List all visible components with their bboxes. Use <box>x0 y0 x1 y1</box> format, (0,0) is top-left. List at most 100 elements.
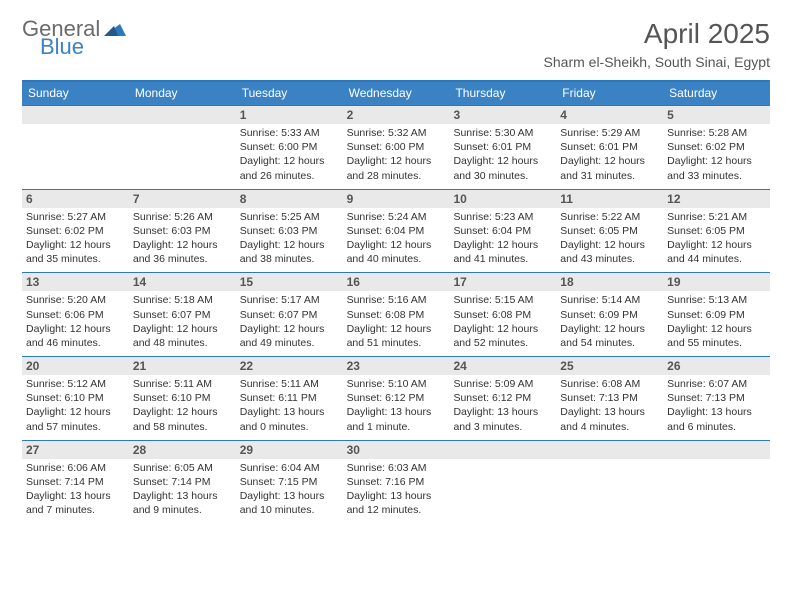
day-info: Sunrise: 5:24 AMSunset: 6:04 PMDaylight:… <box>347 210 446 267</box>
daylight-text: Daylight: 13 hours and 4 minutes. <box>560 405 659 433</box>
day-info: Sunrise: 6:06 AMSunset: 7:14 PMDaylight:… <box>26 461 125 518</box>
calendar-cell: 8Sunrise: 5:25 AMSunset: 6:03 PMDaylight… <box>236 189 343 273</box>
daylight-text: Daylight: 13 hours and 1 minute. <box>347 405 446 433</box>
calendar: SundayMondayTuesdayWednesdayThursdayFrid… <box>22 80 770 523</box>
sunset-text: Sunset: 6:05 PM <box>560 224 659 238</box>
calendar-week: 13Sunrise: 5:20 AMSunset: 6:06 PMDayligh… <box>22 272 770 356</box>
sunrise-text: Sunrise: 5:09 AM <box>453 377 552 391</box>
sunset-text: Sunset: 6:06 PM <box>26 308 125 322</box>
daylight-text: Daylight: 13 hours and 3 minutes. <box>453 405 552 433</box>
day-number: 12 <box>663 189 770 208</box>
day-of-week-header: Saturday <box>663 82 770 105</box>
daylight-text: Daylight: 12 hours and 48 minutes. <box>133 322 232 350</box>
daylight-text: Daylight: 13 hours and 6 minutes. <box>667 405 766 433</box>
day-number: 30 <box>343 440 450 459</box>
logo-text-blue: Blue <box>40 36 84 58</box>
sunset-text: Sunset: 6:09 PM <box>667 308 766 322</box>
daylight-text: Daylight: 12 hours and 28 minutes. <box>347 154 446 182</box>
day-number: 8 <box>236 189 343 208</box>
sunrise-text: Sunrise: 5:20 AM <box>26 293 125 307</box>
sunrise-text: Sunrise: 6:05 AM <box>133 461 232 475</box>
sunrise-text: Sunrise: 5:32 AM <box>347 126 446 140</box>
day-of-week-header: Thursday <box>449 82 556 105</box>
calendar-cell: 10Sunrise: 5:23 AMSunset: 6:04 PMDayligh… <box>449 189 556 273</box>
calendar-cell: 19Sunrise: 5:13 AMSunset: 6:09 PMDayligh… <box>663 272 770 356</box>
calendar-cell: 15Sunrise: 5:17 AMSunset: 6:07 PMDayligh… <box>236 272 343 356</box>
day-number: 13 <box>22 272 129 291</box>
daylight-text: Daylight: 12 hours and 44 minutes. <box>667 238 766 266</box>
sunset-text: Sunset: 6:07 PM <box>133 308 232 322</box>
calendar-cell: 11 Sunrise: 5:22 AMSunset: 6:05 PMDayligh… <box>556 189 663 273</box>
calendar-cell-empty <box>22 105 129 189</box>
day-number: 19 <box>663 272 770 291</box>
day-number: 17 <box>449 272 556 291</box>
daylight-text: Daylight: 12 hours and 46 minutes. <box>26 322 125 350</box>
calendar-cell: 17 Sunrise: 5:15 AMSunset: 6:08 PMDayligh… <box>449 272 556 356</box>
daylight-text: Daylight: 12 hours and 55 minutes. <box>667 322 766 350</box>
sunset-text: Sunset: 6:03 PM <box>133 224 232 238</box>
day-info: Sunrise: 5:22 AMSunset: 6:05 PMDaylight:… <box>560 210 659 267</box>
day-info: Sunrise: 5:10 AMSunset: 6:12 PMDaylight:… <box>347 377 446 434</box>
sunset-text: Sunset: 6:05 PM <box>667 224 766 238</box>
sunrise-text: Sunrise: 6:08 AM <box>560 377 659 391</box>
daylight-text: Daylight: 12 hours and 58 minutes. <box>133 405 232 433</box>
day-number <box>449 440 556 459</box>
calendar-cell: 29Sunrise: 6:04 AMSunset: 7:15 PMDayligh… <box>236 440 343 524</box>
sunset-text: Sunset: 7:15 PM <box>240 475 339 489</box>
day-of-week-header: Monday <box>129 82 236 105</box>
daylight-text: Daylight: 12 hours and 52 minutes. <box>453 322 552 350</box>
day-number: 18 <box>556 272 663 291</box>
day-number: 3 <box>449 105 556 124</box>
sunset-text: Sunset: 6:03 PM <box>240 224 339 238</box>
day-info: Sunrise: 5:11 AMSunset: 6:11 PMDaylight:… <box>240 377 339 434</box>
sunset-text: Sunset: 6:08 PM <box>453 308 552 322</box>
calendar-week: 20Sunrise: 5:12 AMSunset: 6:10 PMDayligh… <box>22 356 770 440</box>
sunrise-text: Sunrise: 5:30 AM <box>453 126 552 140</box>
sunrise-text: Sunrise: 6:06 AM <box>26 461 125 475</box>
sunset-text: Sunset: 6:02 PM <box>667 140 766 154</box>
day-number: 29 <box>236 440 343 459</box>
calendar-cell: 9 Sunrise: 5:24 AMSunset: 6:04 PMDaylight… <box>343 189 450 273</box>
daylight-text: Daylight: 12 hours and 41 minutes. <box>453 238 552 266</box>
day-number: 4 <box>556 105 663 124</box>
day-number <box>129 105 236 124</box>
day-info: Sunrise: 5:11 AMSunset: 6:10 PMDaylight:… <box>133 377 232 434</box>
sunset-text: Sunset: 6:12 PM <box>347 391 446 405</box>
sunset-text: Sunset: 7:14 PM <box>26 475 125 489</box>
calendar-cell: 20Sunrise: 5:12 AMSunset: 6:10 PMDayligh… <box>22 356 129 440</box>
daylight-text: Daylight: 12 hours and 40 minutes. <box>347 238 446 266</box>
sunset-text: Sunset: 6:07 PM <box>240 308 339 322</box>
day-number <box>663 440 770 459</box>
day-info: Sunrise: 5:15 AMSunset: 6:08 PMDaylight:… <box>453 293 552 350</box>
day-number: 9 <box>343 189 450 208</box>
calendar-cell: 27Sunrise: 6:06 AMSunset: 7:14 PMDayligh… <box>22 440 129 524</box>
calendar-cell: 24Sunrise: 5:09 AMSunset: 6:12 PMDayligh… <box>449 356 556 440</box>
day-info: Sunrise: 5:33 AMSunset: 6:00 PMDaylight:… <box>240 126 339 183</box>
calendar-cell: 18Sunrise: 5:14 AMSunset: 6:09 PMDayligh… <box>556 272 663 356</box>
calendar-cell: 30Sunrise: 6:03 AMSunset: 7:16 PMDayligh… <box>343 440 450 524</box>
sunrise-text: Sunrise: 5:28 AM <box>667 126 766 140</box>
sunset-text: Sunset: 6:00 PM <box>347 140 446 154</box>
daylight-text: Daylight: 12 hours and 31 minutes. <box>560 154 659 182</box>
day-number: 11 <box>556 189 663 208</box>
sunrise-text: Sunrise: 5:11 AM <box>240 377 339 391</box>
calendar-cell: 23Sunrise: 5:10 AMSunset: 6:12 PMDayligh… <box>343 356 450 440</box>
day-of-week-header: Wednesday <box>343 82 450 105</box>
calendar-cell: 22Sunrise: 5:11 AMSunset: 6:11 PMDayligh… <box>236 356 343 440</box>
daylight-text: Daylight: 12 hours and 36 minutes. <box>133 238 232 266</box>
calendar-body: 1Sunrise: 5:33 AMSunset: 6:00 PMDaylight… <box>22 105 770 523</box>
day-number: 2 <box>343 105 450 124</box>
page-subtitle: Sharm el-Sheikh, South Sinai, Egypt <box>544 54 770 70</box>
sunset-text: Sunset: 6:04 PM <box>453 224 552 238</box>
day-number: 25 <box>556 356 663 375</box>
calendar-cell: 2 Sunrise: 5:32 AMSunset: 6:00 PMDaylight… <box>343 105 450 189</box>
calendar-week: 1Sunrise: 5:33 AMSunset: 6:00 PMDaylight… <box>22 105 770 189</box>
calendar-cell: 3 Sunrise: 5:30 AMSunset: 6:01 PMDaylight… <box>449 105 556 189</box>
day-number: 15 <box>236 272 343 291</box>
day-of-week-header: Friday <box>556 82 663 105</box>
sunrise-text: Sunrise: 5:24 AM <box>347 210 446 224</box>
sunrise-text: Sunrise: 5:14 AM <box>560 293 659 307</box>
day-info: Sunrise: 5:30 AMSunset: 6:01 PMDaylight:… <box>453 126 552 183</box>
sunset-text: Sunset: 6:11 PM <box>240 391 339 405</box>
day-number: 24 <box>449 356 556 375</box>
